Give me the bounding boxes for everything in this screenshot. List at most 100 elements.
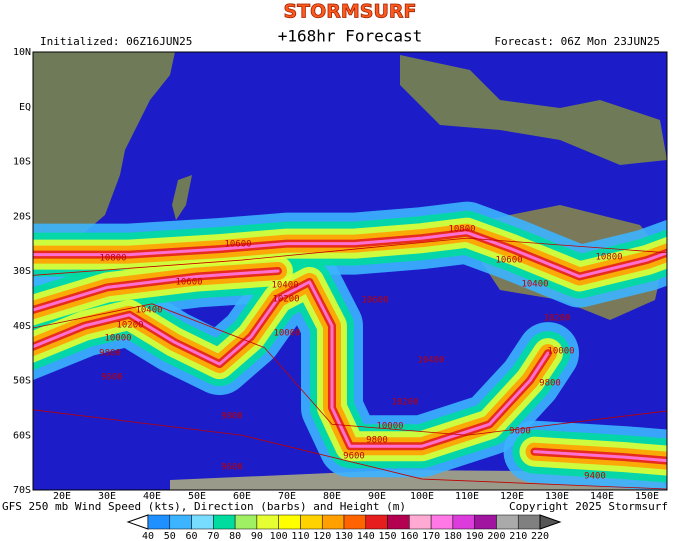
wind-band <box>33 280 550 448</box>
wind-band <box>533 450 667 463</box>
colorbar-swatch <box>409 514 432 530</box>
colorbar-swatch <box>147 514 171 530</box>
contour-label: 10000 <box>273 329 300 339</box>
contour-label: 10200 <box>391 398 418 408</box>
colorbar-label: 60 <box>186 531 198 541</box>
lon-label: 40E <box>143 491 161 502</box>
contour-line <box>33 303 667 436</box>
colorbar-label: 70 <box>207 531 219 541</box>
colorbar-label: 200 <box>487 531 505 541</box>
contour-label: 10200 <box>272 295 299 305</box>
wind-band <box>33 231 667 278</box>
colorbar-swatch <box>169 514 192 530</box>
contour-label: 10000 <box>547 347 574 357</box>
lon-label: 90E <box>368 491 386 502</box>
lat-label: 70S <box>13 485 31 496</box>
contour-label: 9600 <box>101 373 123 383</box>
footer-description: GFS 250 mb Wind Speed (kts), Direction (… <box>2 500 406 513</box>
colorbar-label: 150 <box>379 531 397 541</box>
lat-label: 40S <box>13 321 31 332</box>
colorbar-label: 170 <box>422 531 440 541</box>
colorbar-label: 110 <box>291 531 309 541</box>
wind-band <box>33 269 280 312</box>
contour-label: 10200 <box>116 321 143 331</box>
indonesia <box>400 55 667 165</box>
contour-label: 10000 <box>104 334 131 344</box>
contour-label: 10200 <box>543 314 570 324</box>
colorbar-swatch <box>343 514 367 530</box>
colorbar-label: 190 <box>466 531 484 541</box>
valid-time: Forecast: 06Z Mon 23JUN25 <box>494 35 660 48</box>
contour-label: 9800 <box>221 412 243 422</box>
contour-label: 10400 <box>271 281 298 291</box>
lat-label: EQ <box>19 102 31 113</box>
colorbar-label: 220 <box>531 531 549 541</box>
colorbar-swatch <box>234 514 258 530</box>
colorbar-swatch <box>256 514 279 530</box>
contour-line <box>33 409 667 490</box>
map-frame <box>32 51 668 491</box>
contour-label: 9800 <box>539 379 561 389</box>
colorbar-swatch <box>496 514 519 530</box>
lat-label: 10S <box>13 157 31 168</box>
lon-label: 60E <box>233 491 251 502</box>
colorbar-swatch <box>213 514 236 530</box>
colorbar-swatch <box>365 514 388 530</box>
contour-label: 10600 <box>361 296 388 306</box>
contour-label: 10600 <box>224 240 251 250</box>
contour-label: 10800 <box>448 225 475 235</box>
colorbar-label: 90 <box>251 531 263 541</box>
lon-label: 70E <box>278 491 296 502</box>
colorbar-swatch <box>387 514 410 530</box>
logo: STORMSURF <box>283 1 416 23</box>
lat-label: 30S <box>13 266 31 277</box>
colorbar-label: 80 <box>229 531 241 541</box>
contour-label: 10000 <box>376 422 403 432</box>
colorbar-swatch <box>321 514 345 530</box>
colorbar-swatch <box>452 514 475 530</box>
lon-label: 120E <box>500 491 524 502</box>
colorbar-label: 180 <box>444 531 462 541</box>
contour-label: 10400 <box>417 356 444 366</box>
colorbar-label: 120 <box>313 531 331 541</box>
contour-label: 9800 <box>99 349 121 359</box>
colorbar-label: 160 <box>400 531 418 541</box>
wind-speed-field <box>33 201 667 490</box>
lon-label: 130E <box>545 491 569 502</box>
footer-copyright: Copyright 2025 Stormsurf <box>509 500 668 513</box>
contour-label: 10800 <box>595 253 622 263</box>
lon-label: 80E <box>323 491 341 502</box>
colorbar-swatch <box>430 514 454 530</box>
contour-label: 10600 <box>495 256 522 266</box>
axes: 10N EQ 10S 20S 30S 40S 50S 60S 70S 20E 30E 40E 50E 60… <box>13 47 659 502</box>
colorbar-label: 130 <box>335 531 353 541</box>
colorbar-label: 100 <box>270 531 288 541</box>
colorbar-label: 210 <box>509 531 527 541</box>
madagascar <box>172 175 192 220</box>
lon-label: 150E <box>635 491 659 502</box>
initialized-time: Initialized: 06Z16JUN25 <box>40 35 192 48</box>
contour-label: 9600 <box>509 427 531 437</box>
colorbar-label: 40 <box>142 531 154 541</box>
lat-label: 50S <box>13 376 31 387</box>
africa <box>33 52 175 250</box>
lon-label: 140E <box>590 491 614 502</box>
lon-label: 50E <box>188 491 206 502</box>
contour-line <box>33 237 667 276</box>
colorbar: 40 50 60 70 80 90 100 110 120 130 140 150 160 170 180 1… <box>142 514 562 541</box>
colorbar-swatch <box>300 514 323 530</box>
contour-label: 10600 <box>175 278 202 288</box>
contour-label: 9600 <box>221 463 243 473</box>
lat-label: 20S <box>13 211 31 222</box>
contour-label: 9800 <box>366 436 388 446</box>
colorbar-swatch <box>191 514 214 530</box>
colorbar-swatch <box>474 514 497 530</box>
lat-label: 60S <box>13 430 31 441</box>
lon-label: 20E <box>53 491 71 502</box>
map-area: 1080010600106001040010200100009800960010… <box>33 52 667 490</box>
contour-label: 9600 <box>343 452 365 462</box>
lon-label: 110E <box>455 491 479 502</box>
contour-label: 10400 <box>135 306 162 316</box>
contour-label: 10800 <box>99 254 126 264</box>
